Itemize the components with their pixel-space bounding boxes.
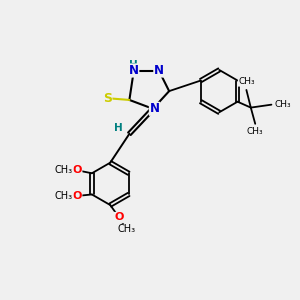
Text: O: O [114,212,124,222]
Text: O: O [73,165,82,175]
Text: CH₃: CH₃ [275,100,292,109]
Text: CH₃: CH₃ [55,191,73,201]
Text: CH₃: CH₃ [247,127,263,136]
Text: CH₃: CH₃ [238,77,255,86]
Text: N: N [149,102,159,115]
Text: O: O [73,191,82,201]
Text: H: H [129,60,138,70]
Text: H: H [114,123,123,133]
Text: N: N [129,64,139,77]
Text: CH₃: CH₃ [55,165,73,175]
Text: CH₃: CH₃ [117,224,136,234]
Text: S: S [103,92,112,105]
Text: N: N [154,64,164,77]
